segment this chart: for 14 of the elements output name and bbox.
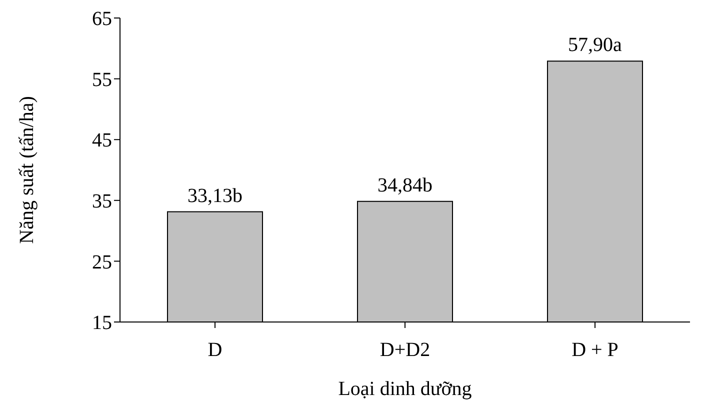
x-axis-title: Loại dinh dưỡng — [338, 378, 472, 400]
y-tick-label: 35 — [92, 190, 112, 212]
y-tick-label: 15 — [92, 312, 112, 334]
y-tick-label: 25 — [92, 251, 112, 274]
data-label: 57,90a — [568, 34, 622, 56]
y-tick-label: 65 — [92, 8, 112, 30]
x-tick-label: D+D2 — [380, 339, 430, 362]
data-label: 33,13b — [188, 184, 242, 207]
data-label: 34,84b — [378, 174, 432, 196]
y-axis-title: Năng suất (tấn/ha) — [16, 96, 38, 244]
y-tick-label: 45 — [92, 130, 112, 152]
x-tick-label: D — [208, 339, 222, 362]
x-tick-label: D + P — [572, 339, 618, 362]
y-tick-label: 55 — [92, 68, 112, 91]
